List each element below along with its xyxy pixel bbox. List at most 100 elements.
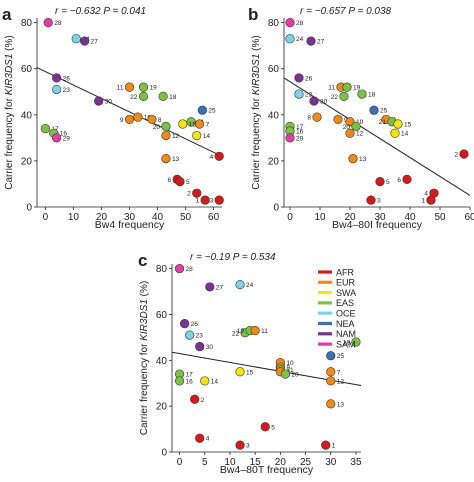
data-point-7 xyxy=(326,367,336,377)
x-tick-label: 10 xyxy=(68,212,80,223)
stats-label: r = −0.657 P = 0.038 xyxy=(300,6,392,17)
legend-label-oce: OCE xyxy=(336,309,356,319)
point-label: 27 xyxy=(216,284,224,291)
point-label: 1 xyxy=(421,198,425,205)
data-point-23 xyxy=(52,84,62,95)
data-point-24 xyxy=(235,280,245,290)
data-point-30 xyxy=(309,96,319,106)
data-point-14 xyxy=(390,128,400,138)
point-label: 6 xyxy=(397,177,401,184)
data-point-17 xyxy=(40,124,51,134)
point-label: 4 xyxy=(424,191,428,198)
data-point-23 xyxy=(185,330,195,340)
data-point-27 xyxy=(205,282,215,292)
point-label: 10 xyxy=(356,119,364,126)
data-point-15 xyxy=(393,119,403,129)
y-tick-label: 20 xyxy=(268,156,280,167)
point-label: 19 xyxy=(353,85,361,92)
panel-letter: a xyxy=(2,5,12,24)
data-point-12 xyxy=(161,130,171,141)
data-point-27 xyxy=(80,36,90,46)
data-point-26 xyxy=(294,73,304,83)
x-tick-label: 30 xyxy=(374,212,386,223)
x-tick-label: 60 xyxy=(464,212,474,223)
x-tick-label: 0 xyxy=(287,212,293,223)
point-label: 23 xyxy=(196,333,204,340)
point-label: 15 xyxy=(246,369,254,376)
data-point-4 xyxy=(195,433,205,443)
y-tick-label: 0 xyxy=(26,203,32,214)
point-label: 16 xyxy=(60,131,68,138)
data-point-28 xyxy=(43,18,53,28)
point-label: 8 xyxy=(307,115,311,122)
point-label: 2 xyxy=(187,191,191,198)
data-point-27 xyxy=(306,36,316,46)
data-point-5 xyxy=(260,422,270,432)
panel-letter: b xyxy=(248,5,258,24)
x-tick-label: 40 xyxy=(404,212,416,223)
point-label: 13 xyxy=(359,156,367,163)
point-label: 1 xyxy=(196,198,200,205)
data-point-29 xyxy=(285,133,295,143)
point-label: 9 xyxy=(120,117,124,124)
data-point-23 xyxy=(294,89,304,99)
x-tick-label: 40 xyxy=(152,212,164,223)
regression-line xyxy=(36,67,223,157)
y-tick-label: 20 xyxy=(21,156,33,167)
point-label: 14 xyxy=(211,378,219,385)
x-tick-label: 30 xyxy=(124,212,136,223)
x-tick-label: 0 xyxy=(43,212,49,223)
data-point-2 xyxy=(190,394,200,404)
point-label: 15 xyxy=(404,122,412,129)
data-point-29 xyxy=(52,133,62,143)
point-label: 13 xyxy=(172,156,180,163)
point-label: 24 xyxy=(246,282,254,289)
panel-b: b r = −0.657 P = 0.038 0 20 40 60 80 0 10 20 30 40 5… xyxy=(248,5,474,231)
point-label: 8 xyxy=(158,117,162,124)
y-axis-label: Carrier frequency for KIR3DS1 (%) xyxy=(251,35,262,190)
point-label: 30 xyxy=(206,344,214,351)
data-point-30 xyxy=(195,341,205,352)
y-tick-label: 80 xyxy=(21,18,33,29)
point-label: 12 xyxy=(172,133,180,140)
x-tick-label: 10 xyxy=(224,457,236,468)
x-tick-label: 50 xyxy=(434,212,446,223)
data-point-25 xyxy=(369,105,379,115)
y-axis-label: Carrier frequency for KIR3DS1 (%) xyxy=(4,35,15,190)
point-label: 28 xyxy=(296,20,304,27)
data-point-20 xyxy=(280,369,291,379)
data-point-13 xyxy=(161,153,171,164)
data-point-2 xyxy=(192,188,202,198)
point-label: 18 xyxy=(169,94,177,101)
point-label: 17 xyxy=(186,372,194,379)
point-label: 7 xyxy=(337,369,341,376)
point-label: 12 xyxy=(356,131,364,138)
point-label: 2 xyxy=(454,151,458,158)
data-point-28 xyxy=(285,18,295,28)
x-tick-label: 35 xyxy=(350,457,362,468)
point-label: 4 xyxy=(210,154,214,161)
x-tick-label: 25 xyxy=(300,457,312,468)
point-label: 15 xyxy=(189,122,197,129)
data-point-16 xyxy=(174,376,185,386)
data-point-11 xyxy=(250,325,260,336)
data-point-13 xyxy=(348,153,358,164)
legend-label-nam: NAM xyxy=(336,329,356,339)
y-axis-label: Carrier frequency for KIR3DS1 (%) xyxy=(139,281,150,436)
y-tick-label: 80 xyxy=(156,264,168,275)
data-point-25 xyxy=(197,105,207,115)
data-point-20 xyxy=(351,121,361,131)
point-label: 29 xyxy=(296,135,304,142)
y-tick-label: 40 xyxy=(268,110,280,121)
data-point-8 xyxy=(312,112,322,122)
point-label: 14 xyxy=(203,133,211,140)
point-label: 28 xyxy=(186,266,194,273)
point-label: 25 xyxy=(380,108,388,115)
y-tick-label: 0 xyxy=(273,203,279,214)
data-point-7 xyxy=(194,119,205,129)
data-point-1 xyxy=(321,440,331,450)
legend-label-nea: NEA xyxy=(336,319,355,329)
point-label: 1 xyxy=(332,443,336,450)
y-tick-label: 60 xyxy=(268,64,280,75)
